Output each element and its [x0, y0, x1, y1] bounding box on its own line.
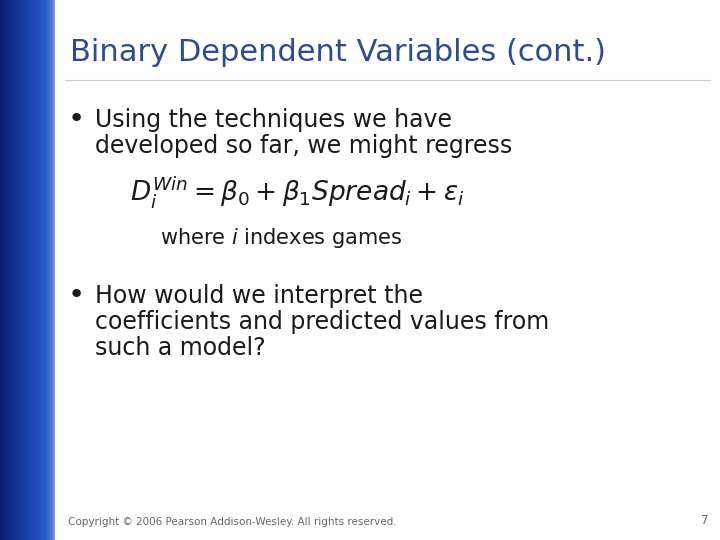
Bar — [7, 0, 9, 540]
Bar — [40, 0, 41, 540]
Bar — [41, 0, 42, 540]
Bar — [9, 0, 10, 540]
Text: Copyright © 2006 Pearson Addison-Wesley. All rights reserved.: Copyright © 2006 Pearson Addison-Wesley.… — [68, 517, 397, 527]
Bar — [47, 0, 48, 540]
Bar — [13, 0, 14, 540]
Text: developed so far, we might regress: developed so far, we might regress — [95, 134, 512, 158]
Bar — [31, 0, 32, 540]
Bar — [59, 0, 60, 540]
Bar — [17, 0, 18, 540]
Bar — [3, 0, 4, 540]
Bar — [35, 0, 37, 540]
Bar — [64, 0, 65, 540]
Bar — [12, 0, 13, 540]
Bar — [45, 0, 46, 540]
Bar — [68, 0, 69, 540]
Text: •: • — [68, 105, 85, 133]
Bar — [22, 0, 24, 540]
Bar — [25, 0, 26, 540]
Bar — [48, 0, 49, 540]
Bar — [73, 0, 74, 540]
Bar — [14, 0, 15, 540]
Bar — [55, 0, 56, 540]
Bar — [69, 0, 71, 540]
Text: 7: 7 — [701, 514, 708, 527]
Bar — [46, 0, 47, 540]
Bar — [32, 0, 33, 540]
Bar — [28, 0, 29, 540]
Bar — [33, 0, 34, 540]
Bar — [0, 0, 1, 540]
Bar — [26, 0, 27, 540]
Bar — [30, 0, 31, 540]
Bar — [18, 0, 19, 540]
Bar — [29, 0, 30, 540]
Bar — [43, 0, 44, 540]
Bar — [50, 0, 52, 540]
Bar — [19, 0, 21, 540]
Bar — [44, 0, 45, 540]
Bar — [49, 0, 50, 540]
Bar — [21, 0, 22, 540]
Bar — [65, 0, 66, 540]
Bar — [74, 0, 75, 540]
Bar — [2, 0, 3, 540]
Bar — [60, 0, 61, 540]
Bar — [61, 0, 62, 540]
Bar — [10, 0, 12, 540]
Text: where $i$ indexes games: where $i$ indexes games — [160, 226, 402, 250]
Bar — [52, 0, 53, 540]
Bar — [53, 0, 55, 540]
Bar — [38, 0, 40, 540]
Bar — [1, 0, 2, 540]
Bar — [72, 0, 73, 540]
Bar — [71, 0, 72, 540]
Bar — [6, 0, 7, 540]
Text: $D_i^{Win} = \beta_0 + \beta_1 Spread_i + \varepsilon_i$: $D_i^{Win} = \beta_0 + \beta_1 Spread_i … — [130, 174, 464, 210]
Bar — [15, 0, 16, 540]
Bar — [5, 0, 6, 540]
Bar — [66, 0, 68, 540]
Bar — [58, 0, 59, 540]
Text: •: • — [68, 281, 85, 309]
Bar — [27, 0, 28, 540]
Bar — [56, 0, 57, 540]
Bar — [42, 0, 43, 540]
Text: How would we interpret the: How would we interpret the — [95, 284, 423, 308]
Bar — [34, 0, 35, 540]
Bar — [57, 0, 58, 540]
Text: coefficients and predicted values from: coefficients and predicted values from — [95, 310, 549, 334]
Bar — [4, 0, 5, 540]
Bar — [63, 0, 64, 540]
Bar — [16, 0, 17, 540]
Bar — [62, 0, 63, 540]
Bar — [24, 0, 25, 540]
Text: such a model?: such a model? — [95, 336, 266, 360]
Text: Using the techniques we have: Using the techniques we have — [95, 108, 452, 132]
Text: Binary Dependent Variables (cont.): Binary Dependent Variables (cont.) — [70, 38, 606, 67]
Bar — [37, 0, 38, 540]
